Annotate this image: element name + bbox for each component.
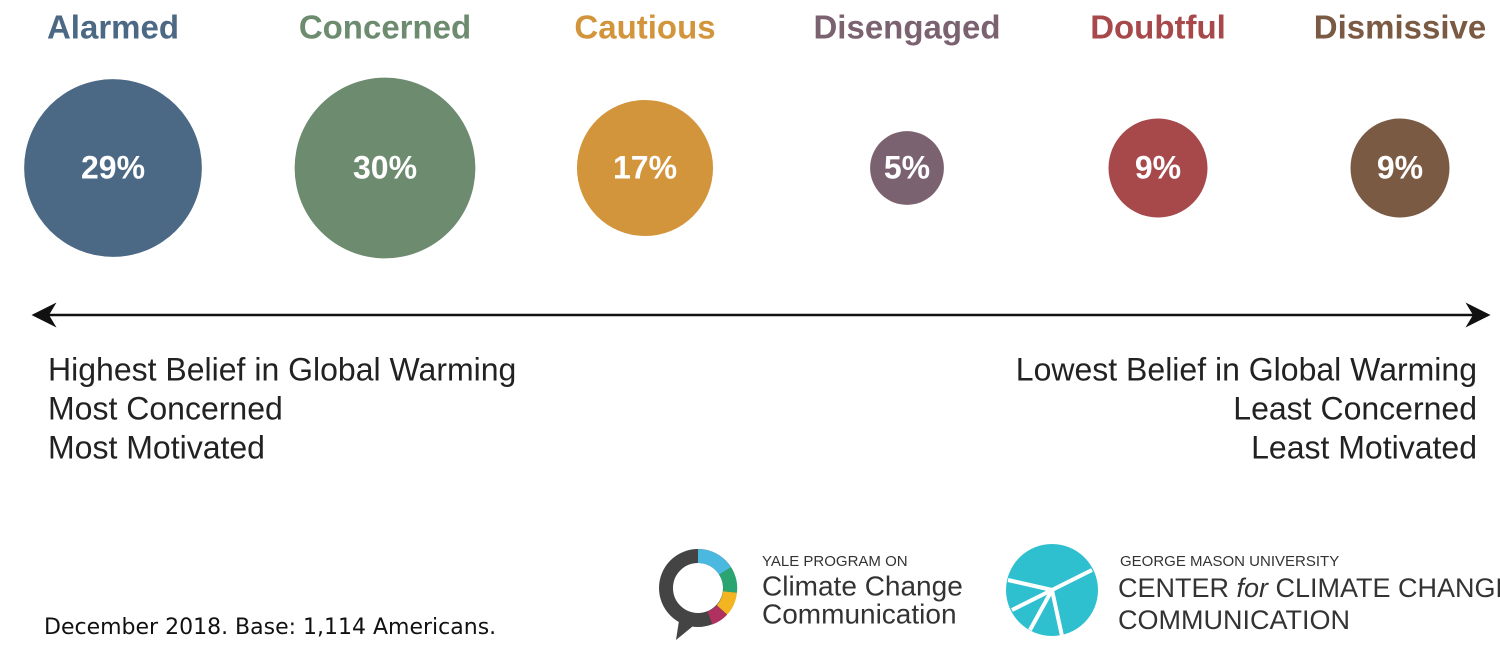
logo-text: COMMUNICATION xyxy=(1118,605,1350,635)
bubble xyxy=(870,131,944,205)
bubble xyxy=(24,79,202,257)
category-label: Concerned xyxy=(299,9,471,46)
category-label: Doubtful xyxy=(1090,9,1226,46)
bubble xyxy=(1108,118,1208,218)
category-label: Alarmed xyxy=(47,9,179,46)
bubble xyxy=(576,99,714,237)
logo-text: for xyxy=(1237,573,1270,603)
logo-text: YALE PROGRAM ON xyxy=(762,553,908,570)
gmu-logo: GEORGE MASON UNIVERSITY CENTER for CLIMA… xyxy=(1006,544,1500,637)
bubble xyxy=(1350,118,1450,218)
footnote: December 2018. Base: 1,114 Americans. xyxy=(44,615,496,640)
value-label: 29% xyxy=(81,149,145,185)
value-label: 17% xyxy=(613,149,677,185)
category-label: Cautious xyxy=(574,9,715,46)
value-label: 5% xyxy=(884,149,930,185)
logo-text: GEORGE MASON UNIVERSITY xyxy=(1120,553,1339,570)
logo-text: CENTER xyxy=(1118,573,1237,603)
value-label: 9% xyxy=(1377,149,1423,185)
category-label: Disengaged xyxy=(813,9,1000,46)
value-label: 30% xyxy=(353,149,417,185)
logo-text: Communication xyxy=(762,598,957,629)
category-label: Dismissive xyxy=(1314,9,1486,46)
bubble xyxy=(294,77,476,259)
value-label: 9% xyxy=(1135,149,1181,185)
logo-text: CENTER for CLIMATE CHANGE xyxy=(1118,573,1500,603)
left-label: Highest Belief in Global Warming xyxy=(48,351,516,387)
yale-logo: YALE PROGRAM ON Climate Change Communica… xyxy=(659,549,963,640)
logo-text: Climate Change xyxy=(762,570,963,601)
left-label: Most Motivated xyxy=(48,429,265,465)
right-label: Least Motivated xyxy=(1251,429,1477,465)
right-label: Least Concerned xyxy=(1233,390,1477,426)
logo-text: CLIMATE CHANGE xyxy=(1268,573,1500,603)
right-label: Lowest Belief in Global Warming xyxy=(1016,351,1477,387)
left-label: Most Concerned xyxy=(48,390,283,426)
